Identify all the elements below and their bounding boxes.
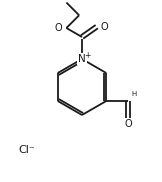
Text: H: H — [131, 91, 137, 97]
Text: O: O — [124, 119, 132, 129]
Text: N: N — [78, 54, 86, 64]
Text: O: O — [55, 23, 62, 33]
Text: Cl⁻: Cl⁻ — [18, 145, 35, 155]
Text: +: + — [84, 50, 90, 60]
Text: O: O — [101, 22, 108, 32]
